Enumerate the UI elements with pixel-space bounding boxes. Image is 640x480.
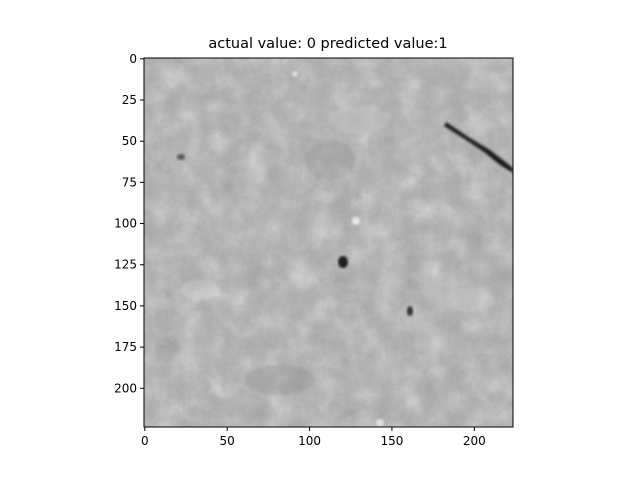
x-tick-label: 0 — [141, 434, 149, 448]
x-tick-label: 200 — [463, 434, 486, 448]
y-tick-label: 0 — [129, 52, 137, 66]
dark-spot-center — [338, 256, 348, 268]
y-tick-label: 25 — [122, 93, 137, 107]
x-tick-label: 100 — [298, 434, 321, 448]
x-axis: 0 50 100 150 200 — [141, 427, 486, 448]
y-tick-label: 175 — [114, 340, 137, 354]
y-tick-label: 100 — [114, 217, 137, 231]
y-axis: 0 25 50 75 100 125 150 175 200 — [114, 52, 144, 395]
y-tick-label: 125 — [114, 258, 137, 272]
x-tick-label: 150 — [380, 434, 403, 448]
crack-mark — [444, 122, 513, 173]
x-tick-label: 50 — [220, 434, 235, 448]
y-tick-label: 50 — [122, 134, 137, 148]
axes-frame — [143, 57, 514, 428]
y-tick-label: 75 — [122, 175, 137, 189]
y-tick-label: 150 — [114, 299, 137, 313]
y-tick-label: 200 — [114, 381, 137, 395]
chart-title: actual value: 0 predicted value:1 — [208, 36, 447, 52]
grayscale-surface-image — [144, 58, 513, 427]
dark-spot-lower — [407, 306, 413, 316]
